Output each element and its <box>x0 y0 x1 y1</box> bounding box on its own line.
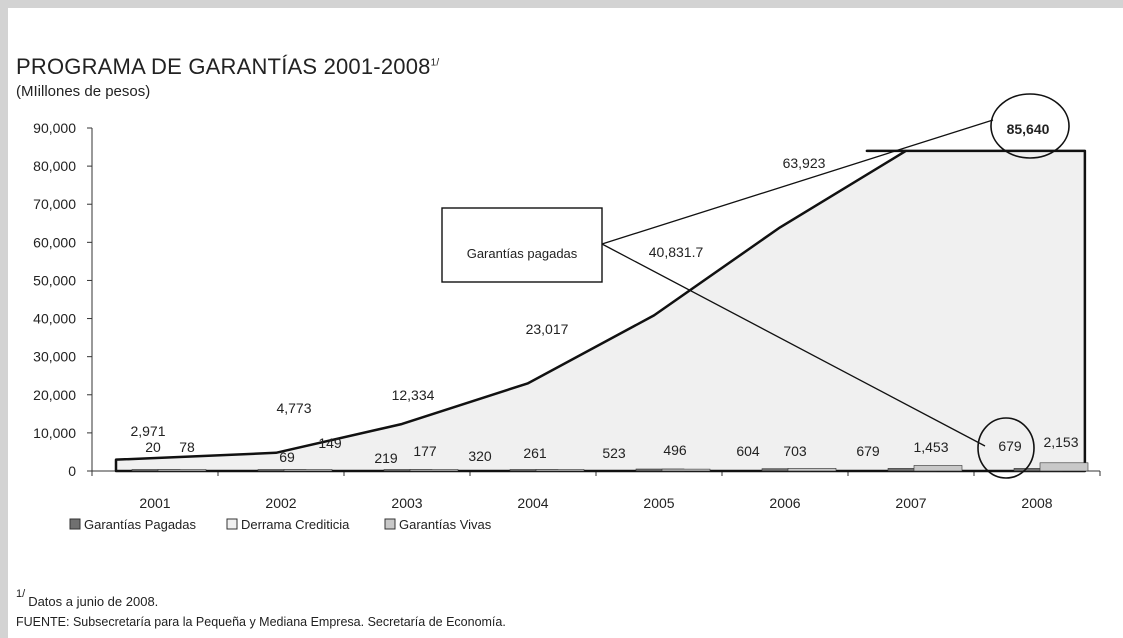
callout-text: Garantías pagadas <box>467 246 578 261</box>
data-label-garantias-pagadas: 20 <box>145 439 161 455</box>
data-label-derrama-crediticia: 85,640 <box>1007 121 1050 137</box>
footnote: 1/Datos a junio de 2008. <box>16 588 158 609</box>
data-label-derrama-crediticia: 40,831.7 <box>649 244 704 260</box>
y-tick-label: 10,000 <box>33 425 76 441</box>
data-label-garantias-pagadas: 69 <box>279 449 295 465</box>
data-label-garantias-vivas: 2,153 <box>1043 434 1078 450</box>
footnote-text: Datos a junio de 2008. <box>28 594 159 609</box>
bar-garantias-vivas <box>661 468 711 472</box>
callout-box <box>441 207 603 283</box>
bar-garantias-vivas <box>409 469 459 472</box>
x-tick-label: 2003 <box>391 495 422 511</box>
data-label-garantias-pagadas: 604 <box>736 443 760 459</box>
x-tick-label: 2006 <box>769 495 800 511</box>
data-label-garantias-vivas: 496 <box>663 442 687 458</box>
bar-garantias-vivas <box>913 465 963 472</box>
series-area-derrama-crediticia <box>114 149 1087 473</box>
legend-swatch <box>226 518 238 530</box>
x-tick-label: 2008 <box>1021 495 1052 511</box>
y-tick-label: 30,000 <box>33 349 76 365</box>
data-label-garantias-pagadas: 523 <box>602 445 626 461</box>
x-tick-label: 2001 <box>139 495 170 511</box>
x-tick-label: 2007 <box>895 495 926 511</box>
highlight-circle-total <box>990 93 1070 159</box>
data-label-derrama-crediticia: 2,971 <box>130 423 165 439</box>
chart-title-text: PROGRAMA DE GARANTÍAS 2001-2008 <box>16 54 431 79</box>
x-tick-label: 2004 <box>517 495 548 511</box>
data-label-garantias-vivas: 149 <box>318 435 342 451</box>
y-tick-label: 0 <box>68 463 76 479</box>
y-tick-label: 50,000 <box>33 272 76 288</box>
data-label-derrama-crediticia: 63,923 <box>783 155 826 171</box>
y-tick-label: 80,000 <box>33 158 76 174</box>
title-footnote-mark: 1/ <box>430 57 440 69</box>
data-label-garantias-vivas: 78 <box>179 439 195 455</box>
chart-title: PROGRAMA DE GARANTÍAS 2001-20081/ <box>16 54 439 80</box>
legend-item-garantias-pagadas: Garantías Pagadas <box>84 517 197 532</box>
data-label-garantias-vivas: 703 <box>783 443 807 459</box>
data-label-derrama-crediticia: 4,773 <box>276 400 311 416</box>
data-label-garantias-pagadas: 219 <box>374 450 398 466</box>
bar-garantias-vivas <box>535 469 585 472</box>
data-label-garantias-vivas: 1,453 <box>913 439 948 455</box>
data-label-garantias-vivas: 177 <box>413 443 437 459</box>
chart-subtitle: (MIillones de pesos) <box>16 83 151 100</box>
y-tick-label: 40,000 <box>33 311 76 327</box>
bar-garantias-vivas <box>283 469 333 472</box>
legend-item-derrama-crediticia: Derrama Crediticia <box>241 517 350 532</box>
y-tick-label: 20,000 <box>33 387 76 403</box>
y-tick-label: 60,000 <box>33 234 76 250</box>
highlight-circle-pagadas <box>977 417 1035 479</box>
bar-garantias-vivas <box>787 468 837 472</box>
callout-leader-line <box>601 119 994 245</box>
data-label-garantias-vivas: 261 <box>523 445 547 461</box>
callout-leader-line <box>601 243 986 447</box>
data-label-derrama-crediticia: 23,017 <box>526 321 569 337</box>
y-tick-label: 90,000 <box>33 120 76 136</box>
data-label-garantias-pagadas: 679 <box>998 438 1022 454</box>
data-label-garantias-pagadas: 679 <box>856 443 880 459</box>
legend-swatch <box>384 518 396 530</box>
data-label-garantias-pagadas: 320 <box>468 448 492 464</box>
legend-item-garantias-vivas: Garantías Vivas <box>399 517 492 532</box>
bar-garantias-vivas <box>157 469 207 472</box>
x-tick-label: 2005 <box>643 495 674 511</box>
source-note: FUENTE: Subsecretaría para la Pequeña y … <box>16 615 506 629</box>
bar-garantias-vivas <box>1039 462 1089 472</box>
x-tick-label: 2002 <box>265 495 296 511</box>
y-tick-label: 70,000 <box>33 196 76 212</box>
legend-swatch <box>69 518 81 530</box>
footnote-mark: 1/ <box>16 588 26 600</box>
data-label-derrama-crediticia: 12,334 <box>392 387 435 403</box>
